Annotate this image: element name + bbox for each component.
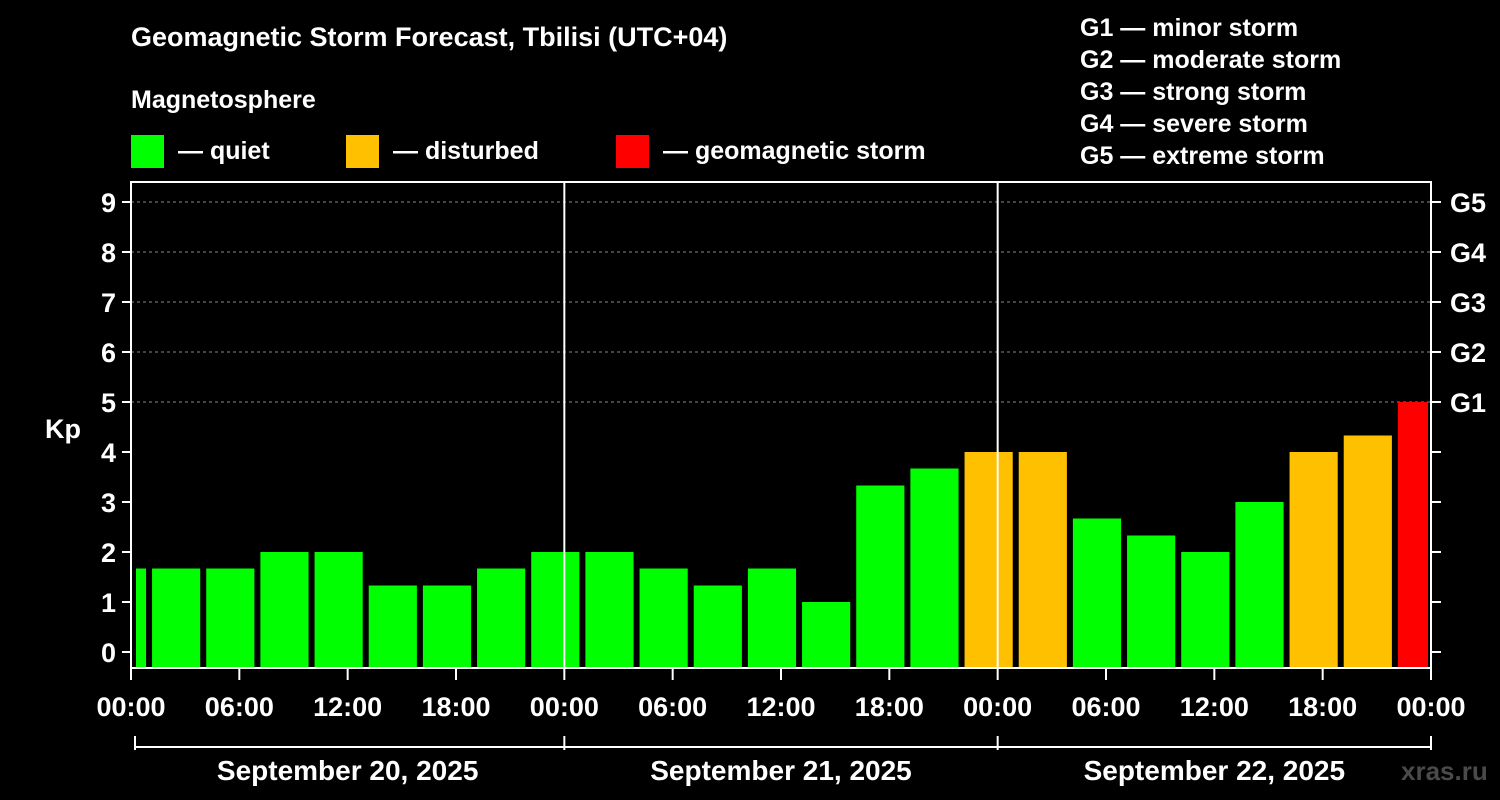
x-tick-label-11: 18:00: [1288, 692, 1357, 722]
day-label-2: September 22, 2025: [1084, 755, 1346, 786]
kp-bar-24: [1397, 402, 1428, 668]
x-tick-label-12: 00:00: [1396, 692, 1465, 722]
legend-swatch-quiet: [131, 134, 164, 168]
y-tick-label-5: 5: [101, 388, 116, 418]
kp-bar-5: [368, 585, 417, 668]
legend-swatch-storm: [616, 134, 649, 168]
day-label-0: September 20, 2025: [217, 755, 479, 786]
x-tick-label-8: 00:00: [963, 692, 1032, 722]
kp-bar-22: [1289, 452, 1338, 668]
kp-bar-8: [531, 552, 580, 668]
kp-bar-0: [136, 568, 147, 668]
kp-bar-14: [856, 485, 905, 668]
y-tick-label-0: 0: [101, 638, 116, 668]
kp-bar-13: [802, 602, 851, 668]
chart-title: Geomagnetic Storm Forecast, Tbilisi (UTC…: [131, 22, 728, 52]
storm-scale-g1: G1 — minor storm: [1080, 14, 1299, 42]
storm-scale-g5: G5 — extreme storm: [1080, 142, 1325, 170]
legend-label-storm: — geomagnetic storm: [663, 136, 926, 165]
kp-bar-7: [477, 568, 526, 668]
legend-item-disturbed: — disturbed: [346, 134, 539, 168]
watermark: xras.ru: [1401, 756, 1488, 786]
y-tick-label-8: 8: [101, 238, 116, 268]
x-tick-label-9: 06:00: [1071, 692, 1140, 722]
y-tick-label-1: 1: [101, 588, 116, 618]
x-tick-label-2: 12:00: [313, 692, 382, 722]
legend-swatch-disturbed: [346, 134, 379, 168]
kp-bar-20: [1181, 552, 1230, 668]
right-tick-label-G1: G1: [1450, 388, 1486, 418]
day-label-1: September 21, 2025: [650, 755, 912, 786]
legend-item-quiet: — quiet: [131, 134, 270, 168]
y-tick-label-9: 9: [101, 188, 116, 218]
kp-bar-2: [206, 568, 255, 668]
right-tick-label-G4: G4: [1450, 238, 1486, 268]
kp-bar-18: [1072, 518, 1122, 668]
kp-bar-6: [422, 585, 472, 668]
y-tick-label-4: 4: [101, 438, 116, 468]
y-axis-label: Kp: [45, 414, 81, 444]
storm-scale-g4: G4 — severe storm: [1080, 110, 1308, 138]
legend-label-quiet: — quiet: [178, 136, 270, 165]
kp-bar-12: [747, 568, 797, 668]
kp-bar-16: [964, 452, 1013, 668]
y-tick-label-2: 2: [101, 538, 116, 568]
x-tick-label-4: 00:00: [530, 692, 599, 722]
x-tick-label-0: 00:00: [96, 692, 165, 722]
x-tick-label-6: 12:00: [746, 692, 815, 722]
kp-bar-23: [1343, 435, 1392, 668]
x-tick-label-5: 06:00: [638, 692, 707, 722]
kp-bar-11: [693, 585, 742, 668]
kp-bar-17: [1018, 452, 1067, 668]
kp-bar-21: [1235, 502, 1284, 668]
storm-scale-g2: G2 — moderate storm: [1080, 46, 1342, 74]
kp-bar-15: [910, 468, 959, 668]
x-tick-label-10: 12:00: [1180, 692, 1249, 722]
kp-bar-3: [260, 552, 309, 668]
x-tick-label-3: 18:00: [421, 692, 490, 722]
y-tick-label-7: 7: [101, 288, 116, 318]
legend-title: Magnetosphere: [131, 86, 316, 114]
storm-scale-g3: G3 — strong storm: [1080, 78, 1307, 106]
right-tick-label-G3: G3: [1450, 288, 1486, 318]
right-tick-label-G2: G2: [1450, 338, 1486, 368]
right-tick-label-G5: G5: [1450, 188, 1486, 218]
kp-bar-10: [639, 568, 688, 668]
x-tick-label-1: 06:00: [205, 692, 274, 722]
kp-bar-4: [314, 552, 363, 668]
y-tick-label-3: 3: [101, 488, 116, 518]
legend-item-storm: — geomagnetic storm: [616, 134, 926, 168]
kp-bar-1: [152, 568, 201, 668]
x-tick-label-7: 18:00: [855, 692, 924, 722]
legend-label-disturbed: — disturbed: [393, 136, 539, 165]
y-tick-label-6: 6: [101, 338, 116, 368]
kp-bar-9: [585, 552, 634, 668]
kp-bar-19: [1127, 535, 1176, 668]
